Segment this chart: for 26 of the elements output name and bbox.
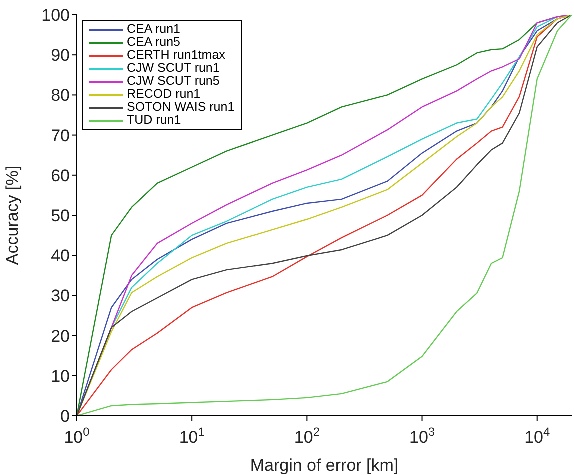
- x-tick-label: 10$^{4}$: [524, 425, 551, 447]
- y-tick-label: 60: [51, 166, 70, 186]
- y-tick-label: 90: [51, 46, 70, 66]
- legend-label: CEA run5: [127, 35, 181, 49]
- legend-label: SOTON WAIS run1: [127, 100, 235, 114]
- y-tick-label: 30: [51, 286, 70, 306]
- y-tick-label: 100: [42, 6, 70, 25]
- y-tick-label: 0: [60, 407, 70, 426]
- legend-label: TUD run1: [127, 113, 182, 127]
- legend-label: CJW SCUT run5: [127, 74, 220, 88]
- x-tick-label: 10$^{0}$: [64, 425, 90, 447]
- legend-label: CJW SCUT run1: [127, 61, 220, 75]
- x-tick-label: 10$^{1}$: [179, 425, 206, 447]
- y-axis-title: Accuracy [%]: [3, 166, 22, 266]
- y-tick-label: 80: [51, 86, 70, 106]
- legend-label: RECOD run1: [127, 87, 201, 101]
- x-tick-label: 10$^{3}$: [409, 425, 436, 447]
- y-tick-label: 10: [51, 366, 70, 386]
- y-tick-label: 40: [51, 246, 70, 266]
- x-axis-title: Margin of error [km]: [250, 456, 399, 475]
- y-tick-label: 20: [51, 326, 70, 346]
- y-tick-label: 50: [51, 206, 70, 226]
- y-tick-label: 70: [51, 126, 70, 146]
- x-tick-label: 10$^{2}$: [294, 425, 320, 447]
- legend-label: CEA run1: [127, 22, 181, 36]
- legend-label: CERTH run1tmax: [127, 48, 226, 62]
